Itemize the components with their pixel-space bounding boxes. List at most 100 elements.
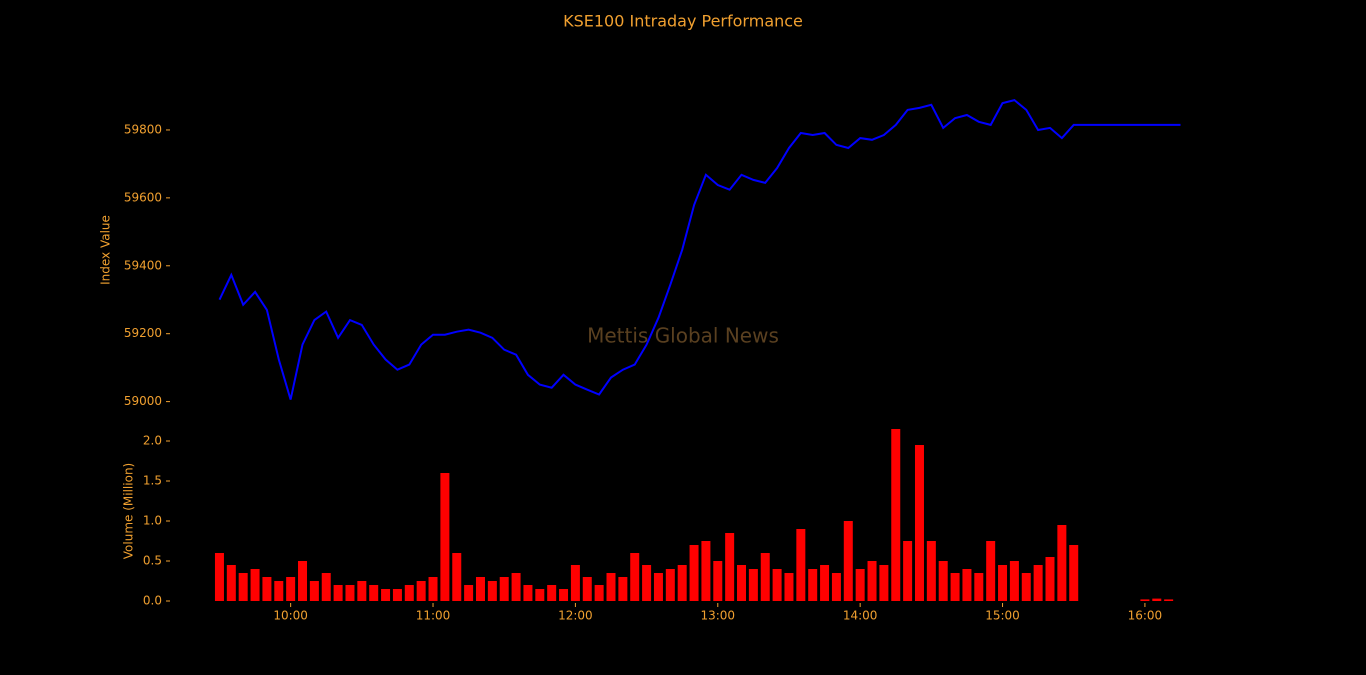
volume-bar [1069, 545, 1079, 601]
volume-bar [606, 573, 616, 601]
volume-bar [831, 573, 841, 601]
volume-bar [487, 581, 497, 601]
volume-bar [214, 553, 224, 601]
volume-bar [345, 585, 355, 601]
volume-bar [903, 541, 913, 601]
volume-bar [475, 577, 485, 601]
volume-bar [499, 577, 509, 601]
volume-bar [974, 573, 984, 601]
volume-bar [464, 585, 474, 601]
y-tick-label: 1.5 [143, 474, 162, 488]
y-axis-label: Index Value [99, 215, 113, 285]
volume-bar [618, 577, 628, 601]
volume-bar [725, 533, 735, 601]
x-tick-label: 14:00 [843, 609, 878, 623]
volume-bar [381, 589, 391, 601]
volume-bar [677, 565, 687, 601]
y-tick-label: 1.0 [143, 514, 162, 528]
volume-bar [689, 545, 699, 601]
volume-bar [748, 569, 758, 601]
y-tick-label: 2.0 [143, 434, 162, 448]
x-tick-label: 11:00 [416, 609, 451, 623]
volume-bar [286, 577, 296, 601]
volume-bar [570, 565, 580, 601]
index-line [218, 99, 1181, 400]
x-tick-label: 13:00 [700, 609, 735, 623]
volume-bar [250, 569, 260, 601]
volume-bar [392, 589, 402, 601]
volume-bar [262, 577, 272, 601]
volume-bar [962, 569, 972, 601]
volume-bar [226, 565, 236, 601]
volume-bar [1045, 557, 1055, 601]
x-tick-label: 10:00 [273, 609, 308, 623]
volume-bar [843, 521, 853, 601]
volume-bar [369, 585, 379, 601]
y-tick-label: 59800 [124, 122, 162, 136]
y-tick-label: 0.0 [143, 594, 162, 608]
volume-bar [1057, 525, 1067, 601]
volume-bar [440, 473, 450, 601]
volume-bar [582, 577, 592, 601]
y-tick-label: 59400 [124, 258, 162, 272]
volume-bar [333, 585, 343, 601]
volume-bar [1033, 565, 1043, 601]
volume-bar [784, 573, 794, 601]
volume-bar [1140, 599, 1150, 601]
volume-bar [416, 581, 426, 601]
volume-bar [950, 573, 960, 601]
volume-bar [855, 569, 865, 601]
volume-bar [428, 577, 438, 601]
y-tick-label: 0.5 [143, 554, 162, 568]
volume-bar [796, 529, 806, 601]
x-tick-label: 16:00 [1128, 609, 1163, 623]
volume-bar [1164, 599, 1174, 601]
volume-bar [1021, 573, 1031, 601]
volume-bar [653, 573, 663, 601]
volume-bar [404, 585, 414, 601]
volume-bar [309, 581, 319, 601]
volume-bar [772, 569, 782, 601]
volume-bar [867, 561, 877, 601]
volume-bar [737, 565, 747, 601]
volume-bar [547, 585, 557, 601]
volume-bar [511, 573, 521, 601]
volume-bar [298, 561, 308, 601]
x-tick-label: 15:00 [985, 609, 1020, 623]
volume-bar [986, 541, 996, 601]
volume-bar [594, 585, 604, 601]
volume-bar [559, 589, 569, 601]
volume-bar [630, 553, 640, 601]
chart-title: KSE100 Intraday Performance [563, 12, 803, 31]
y-axis-label: Volume (Million) [122, 463, 136, 559]
volume-bar [274, 581, 284, 601]
volume-bar [357, 581, 367, 601]
watermark: Mettis Global News [587, 324, 779, 348]
volume-bar [938, 561, 948, 601]
volume-bar [760, 553, 770, 601]
volume-bar [808, 569, 818, 601]
volume-bar [926, 541, 936, 601]
x-tick-label: 12:00 [558, 609, 593, 623]
volume-bar [1009, 561, 1019, 601]
volume-bar [535, 589, 545, 601]
volume-bar [914, 445, 924, 601]
y-tick-label: 59200 [124, 326, 162, 340]
y-tick-label: 59000 [124, 394, 162, 408]
volume-bar [452, 553, 462, 601]
volume-bar [820, 565, 830, 601]
volume-bar [879, 565, 889, 601]
y-tick-label: 59600 [124, 190, 162, 204]
volume-bar [1152, 598, 1162, 601]
volume-bar [713, 561, 723, 601]
volume-bar [665, 569, 675, 601]
volume-bar [523, 585, 533, 601]
volume-bar [998, 565, 1008, 601]
volume-bar [642, 565, 652, 601]
volume-bar [321, 573, 331, 601]
volume-bar [701, 541, 711, 601]
volume-bar [238, 573, 248, 601]
volume-bar [891, 429, 901, 601]
